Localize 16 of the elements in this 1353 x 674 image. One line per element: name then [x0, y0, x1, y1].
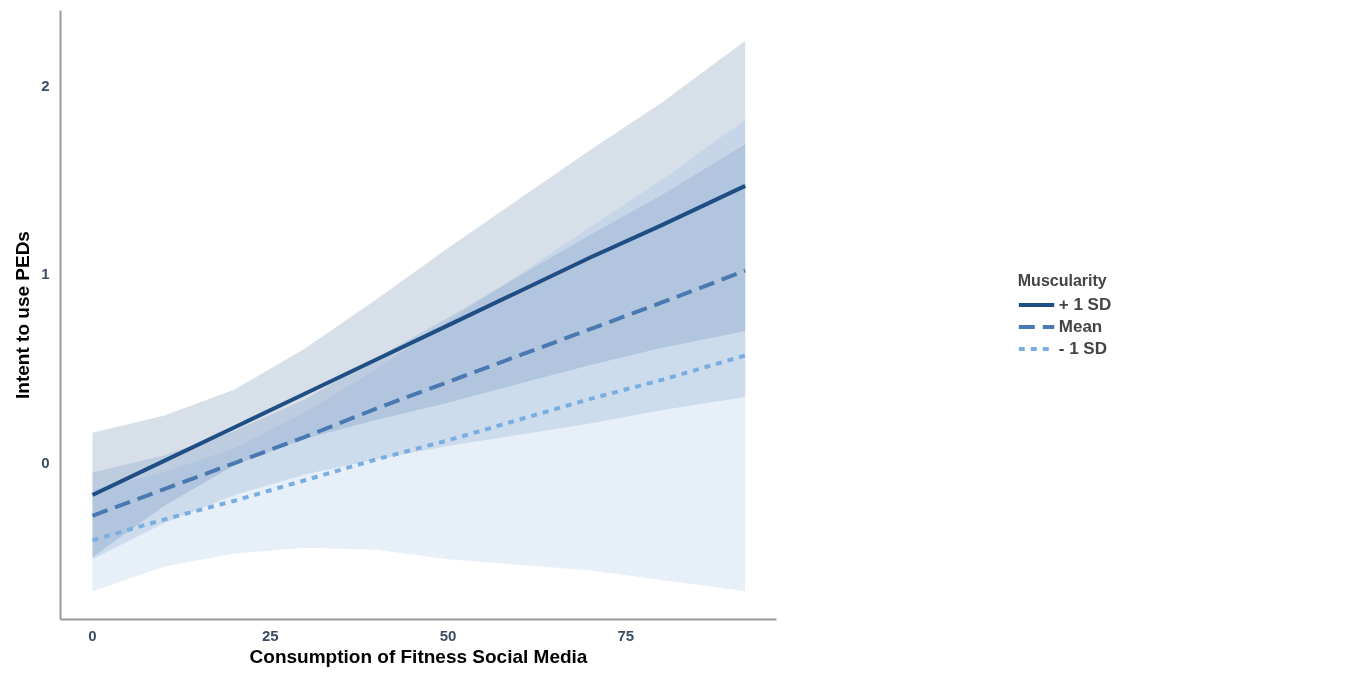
legend-label: - 1 SD	[1058, 338, 1107, 358]
legend-label: Mean	[1058, 316, 1103, 336]
x-tick-label: 75	[617, 626, 635, 644]
y-tick-label: 2	[41, 76, 50, 94]
line-series	[90, 353, 748, 543]
x-tick-label: 25	[261, 626, 279, 644]
x-tick-label: 0	[88, 626, 97, 644]
legend-title: Muscularity	[1017, 271, 1108, 289]
line-series	[90, 183, 748, 498]
x-tick-label: 50	[439, 626, 457, 644]
y-axis-title: Intent to use PEDs	[12, 231, 34, 399]
legend-label: + 1 SD	[1058, 294, 1112, 314]
y-tick-label: 1	[41, 265, 50, 283]
line-series	[90, 268, 748, 518]
y-tick-label: 0	[41, 454, 50, 472]
x-axis-title: Consumption of Fitness Social Media	[249, 645, 588, 667]
